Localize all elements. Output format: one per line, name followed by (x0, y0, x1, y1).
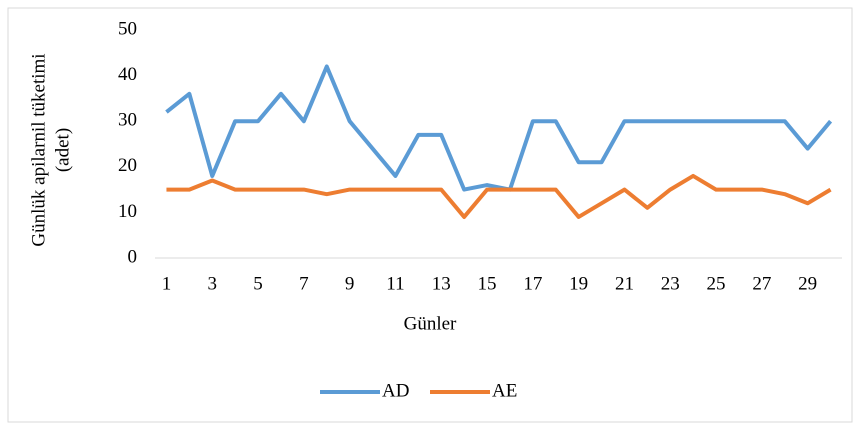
x-tick-label: 27 (752, 273, 771, 294)
x-tick-label: 9 (345, 273, 355, 294)
y-axis-label-line: Günlük apilarnil tüketimi (28, 53, 49, 246)
x-tick-label: 1 (162, 273, 172, 294)
x-tick-label: 11 (386, 273, 404, 294)
legend-label: AD (382, 380, 409, 401)
x-tick-label: 15 (478, 273, 497, 294)
y-tick-label: 50 (118, 18, 137, 39)
x-tick-label: 3 (208, 273, 218, 294)
chart-border (7, 7, 853, 423)
y-tick-label: 0 (128, 246, 138, 267)
x-tick-label: 5 (253, 273, 263, 294)
x-tick-label: 23 (661, 273, 680, 294)
x-tick-label: 13 (432, 273, 451, 294)
y-tick-label: 40 (118, 64, 137, 85)
x-tick-label: 21 (615, 273, 634, 294)
y-tick-label: 30 (118, 110, 137, 131)
series-line (165, 64, 833, 192)
y-axis-label-line: (adet) (52, 128, 73, 172)
x-axis-label: Günler (404, 313, 457, 334)
series-line (166, 173, 832, 219)
legend-label: AE (492, 380, 517, 401)
y-tick-label: 10 (118, 201, 137, 222)
x-tick-label: 17 (523, 273, 542, 294)
y-axis-label: Günlük apilarnil tüketimi (adet) (28, 53, 73, 246)
x-tick-label: 19 (569, 273, 588, 294)
y-tick-label: 20 (118, 155, 137, 176)
x-tick-label: 29 (798, 273, 817, 294)
x-tick-label: 7 (299, 273, 309, 294)
x-tick-label: 25 (707, 273, 726, 294)
